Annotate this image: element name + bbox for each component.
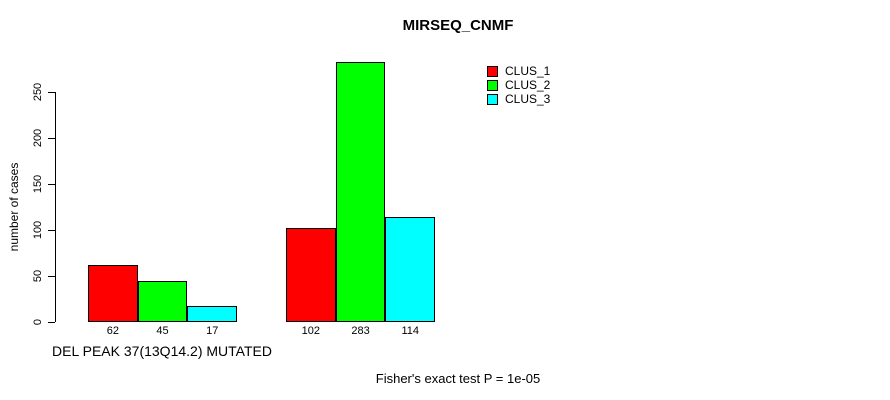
legend-swatch-icon [487, 79, 498, 91]
y-tick [48, 91, 55, 93]
bar-clus_3-group-1 [187, 306, 238, 322]
bar-value-label: 62 [106, 325, 119, 337]
y-tick-label: 200 [32, 128, 44, 148]
bar-clus_1-group-1 [88, 264, 138, 322]
bar-clus_1-group-2 [286, 228, 336, 322]
legend-swatch-icon [487, 65, 498, 77]
stat-annotation: Fisher's exact test P = 1e-05 [375, 371, 541, 386]
y-tick [48, 229, 55, 231]
legend-label: CLUS_2 [505, 78, 551, 92]
legend-row: CLUS_1 [487, 64, 550, 78]
y-tick [48, 183, 55, 185]
y-tick [48, 321, 55, 323]
legend-swatch-icon [487, 93, 498, 105]
bar-value-label: 17 [206, 325, 219, 337]
y-tick-label: 150 [32, 174, 44, 194]
y-tick-label: 100 [32, 220, 44, 240]
bar-clus_2-group-2 [335, 61, 386, 322]
y-tick [48, 275, 55, 277]
bar-value-label: 102 [301, 325, 321, 337]
y-axis-title: number of cases [7, 162, 21, 252]
legend-label: CLUS_1 [505, 64, 551, 78]
y-tick-label: 50 [32, 269, 44, 283]
chart-title: MIRSEQ_CNMF [402, 17, 514, 34]
bar-clus_3-group-2 [385, 217, 436, 322]
legend-row: CLUS_3 [487, 92, 550, 106]
y-tick [48, 137, 55, 139]
y-axis-line [55, 92, 56, 322]
legend: CLUS_1 CLUS_2 CLUS_3 [487, 64, 550, 106]
legend-label: CLUS_3 [505, 92, 551, 106]
bar-value-label: 283 [351, 325, 370, 337]
x-axis-label: DEL PEAK 37(13Q14.2) MUTATED [52, 343, 272, 359]
y-tick-label: 250 [32, 82, 44, 102]
bar-clus_2-group-1 [137, 280, 188, 322]
legend-row: CLUS_2 [487, 78, 550, 92]
bar-value-label: 45 [156, 325, 169, 337]
y-tick-label: 0 [32, 318, 44, 326]
bar-value-label: 114 [401, 325, 420, 337]
